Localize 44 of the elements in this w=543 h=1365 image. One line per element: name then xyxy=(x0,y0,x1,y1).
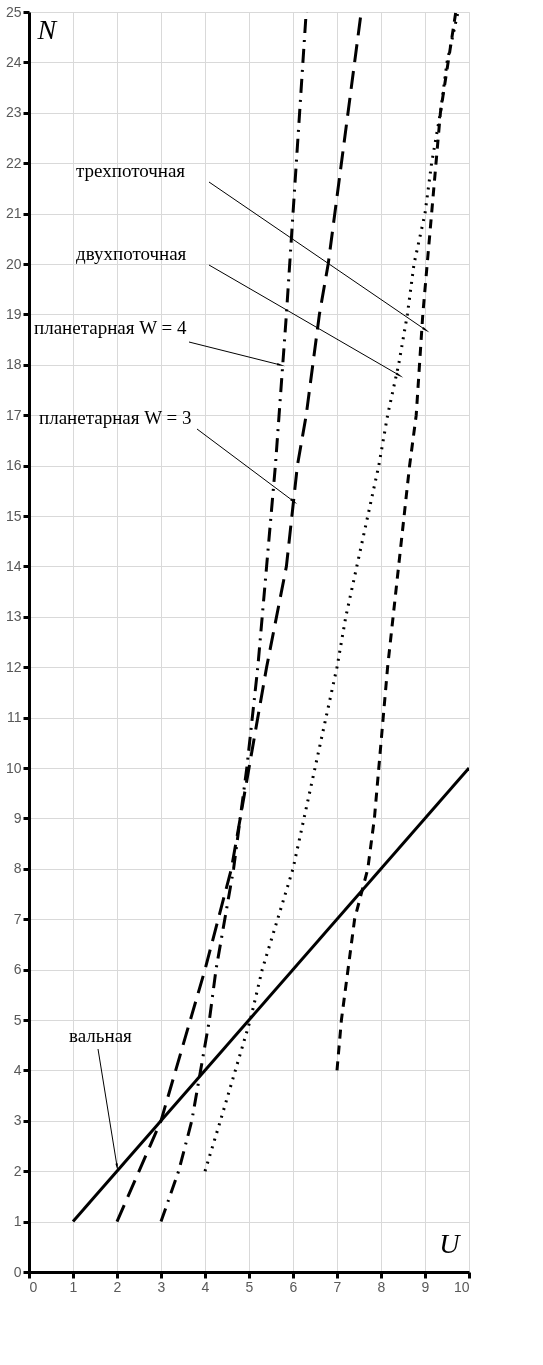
annotation: двухпоточная xyxy=(76,243,187,264)
y-tick-label: 23 xyxy=(5,104,22,121)
x-tick-label: 10 xyxy=(453,1278,470,1295)
y-axis-title: N xyxy=(36,13,58,45)
y-tick-label: 11 xyxy=(6,709,22,726)
y-tick-label: 13 xyxy=(5,608,22,625)
y-tick-label: 15 xyxy=(5,507,22,524)
y-tick-label: 10 xyxy=(5,759,22,776)
y-tick-label: 5 xyxy=(13,1011,22,1028)
x-tick-label: 7 xyxy=(333,1278,342,1295)
x-tick-label: 4 xyxy=(201,1278,210,1295)
y-tick-label: 22 xyxy=(5,154,22,171)
y-tick-label: 17 xyxy=(5,406,22,423)
x-tick-label: 5 xyxy=(245,1278,254,1295)
x-tick-label: 8 xyxy=(377,1278,386,1295)
x-tick-label: 3 xyxy=(157,1278,166,1295)
annotation: трехпоточная xyxy=(76,160,186,181)
y-tick-label: 12 xyxy=(5,658,22,675)
y-tick-label: 6 xyxy=(13,961,22,978)
y-tick-label: 1 xyxy=(13,1213,22,1230)
x-axis-title: U xyxy=(439,1227,462,1259)
y-tick-label: 2 xyxy=(13,1162,22,1179)
annotation: планетарная W = 3 xyxy=(39,407,192,428)
y-tick-label: 7 xyxy=(13,910,22,927)
annotation: планетарная W = 4 xyxy=(34,317,188,338)
y-tick-label: 18 xyxy=(5,356,22,373)
y-tick-label: 25 xyxy=(5,3,22,20)
y-tick-label: 14 xyxy=(5,557,22,574)
y-tick-label: 21 xyxy=(5,205,22,222)
y-tick-label: 4 xyxy=(13,1061,22,1078)
y-tick-label: 3 xyxy=(13,1112,22,1129)
y-tick-label: 20 xyxy=(5,255,22,272)
x-tick-label: 6 xyxy=(289,1278,298,1295)
x-tick-label: 2 xyxy=(113,1278,122,1295)
y-tick-label: 19 xyxy=(5,305,22,322)
y-tick-label: 8 xyxy=(13,860,22,877)
y-tick-label: 24 xyxy=(5,53,22,70)
annotation: вальная xyxy=(69,1025,133,1046)
x-tick-label: 1 xyxy=(69,1278,78,1295)
y-tick-label: 0 xyxy=(13,1263,22,1280)
x-tick-label: 0 xyxy=(29,1278,38,1295)
y-tick-label: 9 xyxy=(13,809,22,826)
y-tick-label: 16 xyxy=(5,457,22,474)
x-tick-label: 9 xyxy=(421,1278,430,1295)
